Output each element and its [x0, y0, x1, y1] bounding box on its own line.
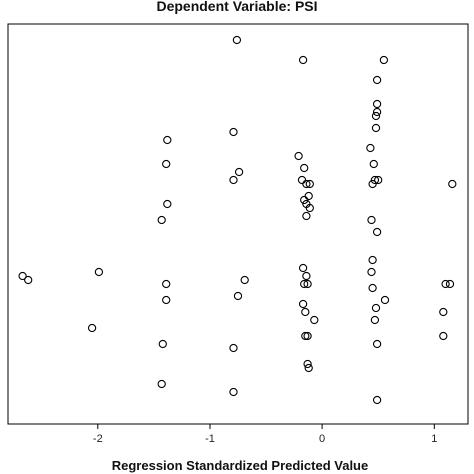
data-point [304, 191, 313, 201]
data-point [371, 111, 381, 121]
data-point [368, 283, 377, 293]
data-point [372, 107, 382, 117]
data-point [233, 291, 243, 301]
data-point [229, 127, 238, 137]
data-point [94, 267, 104, 277]
data-point [372, 395, 382, 405]
data-point [157, 379, 166, 389]
data-point [303, 279, 312, 289]
data-point [379, 55, 389, 65]
data-point [448, 179, 457, 189]
data-point [303, 359, 312, 369]
data-point [370, 175, 380, 185]
data-point [229, 387, 238, 397]
data-point [301, 307, 310, 317]
x-tick-label: 0 [319, 433, 325, 445]
data-point [18, 271, 27, 281]
data-point [87, 323, 97, 333]
data-point [304, 363, 313, 373]
data-point [24, 275, 33, 285]
data-point [369, 159, 378, 169]
chart-title: Dependent Variable: PSI [156, 0, 317, 14]
data-point [303, 331, 312, 341]
points-layer [18, 35, 457, 405]
data-point [300, 163, 309, 173]
data-point [157, 215, 166, 225]
x-axis-ticks: -2 -1 0 1 [93, 424, 437, 445]
data-point [305, 203, 314, 213]
data-point [368, 179, 377, 189]
data-point [163, 135, 172, 145]
data-point [372, 75, 382, 85]
data-point [366, 143, 375, 153]
data-point [229, 175, 238, 185]
data-point [372, 227, 382, 237]
data-point [370, 315, 380, 325]
data-point [298, 299, 308, 309]
data-point [374, 175, 383, 185]
data-point [371, 123, 381, 133]
data-point [302, 179, 311, 189]
x-axis-label: Regression Standardized Predicted Value [112, 458, 368, 473]
data-point [240, 275, 249, 285]
data-point [302, 271, 311, 281]
data-point [298, 263, 308, 273]
data-point [300, 195, 309, 205]
data-point [300, 279, 309, 289]
data-point [294, 151, 303, 161]
data-point [372, 99, 382, 109]
data-point [367, 215, 376, 225]
data-point [445, 279, 455, 289]
data-point [367, 267, 376, 277]
data-point [298, 55, 308, 65]
data-point [439, 307, 448, 317]
data-point [380, 295, 390, 305]
data-point [368, 255, 377, 265]
data-point [162, 279, 171, 289]
data-point [158, 339, 167, 349]
data-point [371, 303, 381, 313]
data-point [372, 339, 382, 349]
plot-frame [7, 23, 469, 425]
data-point [439, 331, 448, 341]
x-tick-label: -2 [93, 433, 103, 445]
data-point [310, 315, 319, 325]
data-point [234, 167, 244, 177]
data-point [441, 279, 450, 289]
data-point [297, 175, 307, 185]
data-point [305, 179, 314, 189]
x-tick-label: 1 [431, 433, 437, 445]
data-point [229, 343, 238, 353]
data-point [301, 331, 310, 341]
data-point [162, 295, 171, 305]
data-point [232, 35, 242, 45]
data-point [163, 199, 172, 209]
x-tick-label: -1 [205, 433, 215, 445]
data-point [302, 211, 311, 221]
data-point [162, 159, 171, 169]
